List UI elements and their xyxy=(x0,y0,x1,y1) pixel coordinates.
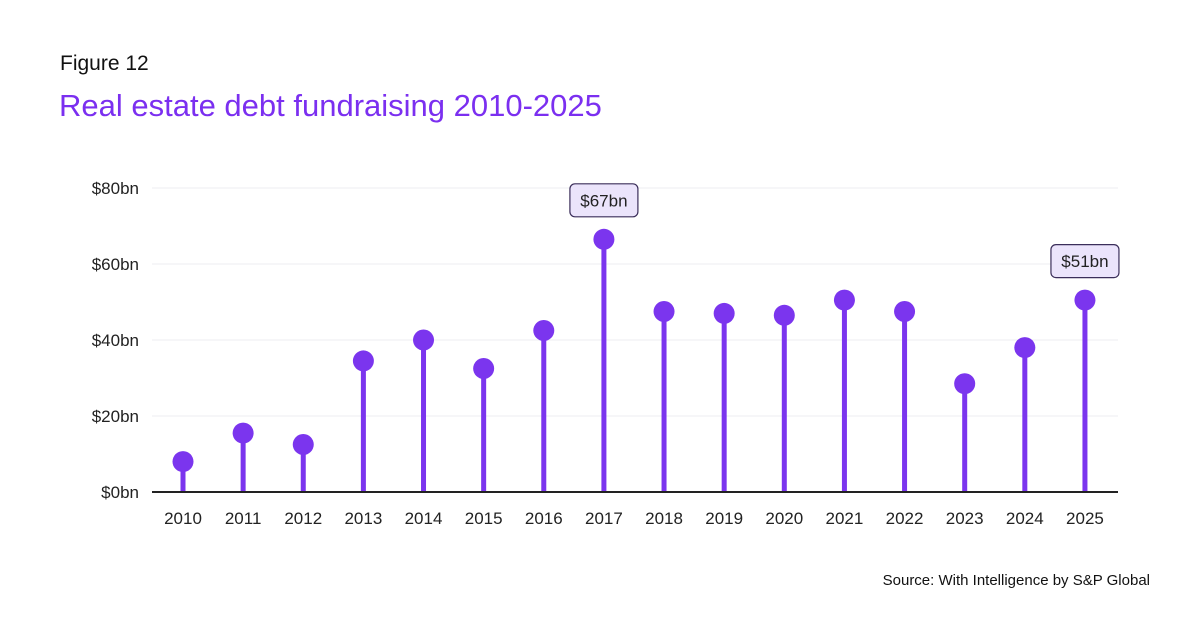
x-axis-tick-labels: 2010 2011 2012 2013 2014 2015 2016 2017 2018 2019… xyxy=(164,509,1104,528)
lollipop-stem xyxy=(300,444,306,492)
lollipop-dot xyxy=(413,329,435,351)
lollipop-stem xyxy=(180,461,186,492)
x-tick-label: 2025 xyxy=(1066,509,1104,528)
y-axis-tick-labels: $0bn $20bn $40bn $60bn $80bn xyxy=(92,179,139,502)
lollipop-dot xyxy=(352,350,374,372)
lollipop-dot xyxy=(954,373,976,395)
source-note: Source: With Intelligence by S&P Global xyxy=(882,572,1150,589)
lollipop-dot xyxy=(833,289,855,311)
callout-box xyxy=(569,183,639,218)
x-tick-label: 2024 xyxy=(1006,509,1044,528)
y-tick-label: $0bn xyxy=(101,483,139,502)
y-tick-label: $80bn xyxy=(92,179,139,198)
x-tick-label: 2011 xyxy=(225,509,262,528)
lollipop-dot xyxy=(653,301,675,322)
callout-label: $67bn xyxy=(580,191,627,210)
lollipop-dots xyxy=(172,228,1096,473)
x-tick-label: 2016 xyxy=(525,509,563,528)
callout-box xyxy=(1050,244,1120,279)
y-tick-label: $60bn xyxy=(92,255,139,274)
value-callout: $51bn xyxy=(1050,244,1120,279)
lollipop-stem xyxy=(421,340,427,492)
lollipop-dot xyxy=(473,358,495,379)
lollipop-dot xyxy=(713,302,735,324)
y-tick-label: $20bn xyxy=(92,407,139,426)
lollipop-stem xyxy=(360,360,366,492)
x-tick-label: 2018 xyxy=(645,509,683,528)
lollipop-dot xyxy=(232,422,254,444)
callout-label: $51bn xyxy=(1061,252,1108,271)
x-tick-label: 2020 xyxy=(765,509,803,528)
lollipop-stem xyxy=(841,300,847,492)
lollipop-dot xyxy=(1014,337,1036,359)
lollipop-dot xyxy=(292,434,314,455)
figure-label: Figure 12 xyxy=(60,52,149,75)
lollipop-dot xyxy=(894,301,916,322)
chart-title: Real estate debt fundraising 2010-2025 xyxy=(59,88,602,123)
lollipop-stem xyxy=(721,313,727,492)
lollipop-dot xyxy=(533,320,555,341)
lollipop-dot xyxy=(773,304,795,326)
lollipop-dot xyxy=(593,228,615,250)
y-tick-label: $40bn xyxy=(92,331,139,350)
x-tick-label: 2010 xyxy=(164,509,202,528)
lollipop-stems xyxy=(180,239,1088,492)
x-tick-label: 2015 xyxy=(465,509,503,528)
lollipop-stem xyxy=(240,433,246,492)
lollipop-dot xyxy=(172,451,194,473)
x-tick-label: 2017 xyxy=(585,509,623,528)
gridlines xyxy=(152,187,1118,417)
value-callouts: $67bn $51bn xyxy=(569,183,1120,279)
lollipop-dot xyxy=(1074,289,1096,311)
x-tick-label: 2019 xyxy=(705,509,743,528)
lollipop-stem xyxy=(962,383,968,492)
x-tick-label: 2022 xyxy=(886,509,924,528)
lollipop-stem xyxy=(1082,300,1088,492)
value-callout: $67bn xyxy=(569,183,639,218)
x-tick-label: 2023 xyxy=(946,509,984,528)
lollipop-stem xyxy=(1022,347,1028,492)
lollipop-stem xyxy=(481,368,487,492)
lollipop-stem xyxy=(661,311,667,492)
x-tick-label: 2021 xyxy=(826,509,864,528)
x-tick-label: 2014 xyxy=(405,509,443,528)
x-tick-label: 2013 xyxy=(344,509,382,528)
lollipop-stem xyxy=(781,315,787,492)
lollipop-stem xyxy=(541,330,547,492)
lollipop-stem xyxy=(902,311,908,492)
x-tick-label: 2012 xyxy=(284,509,322,528)
lollipop-stem xyxy=(601,239,607,492)
